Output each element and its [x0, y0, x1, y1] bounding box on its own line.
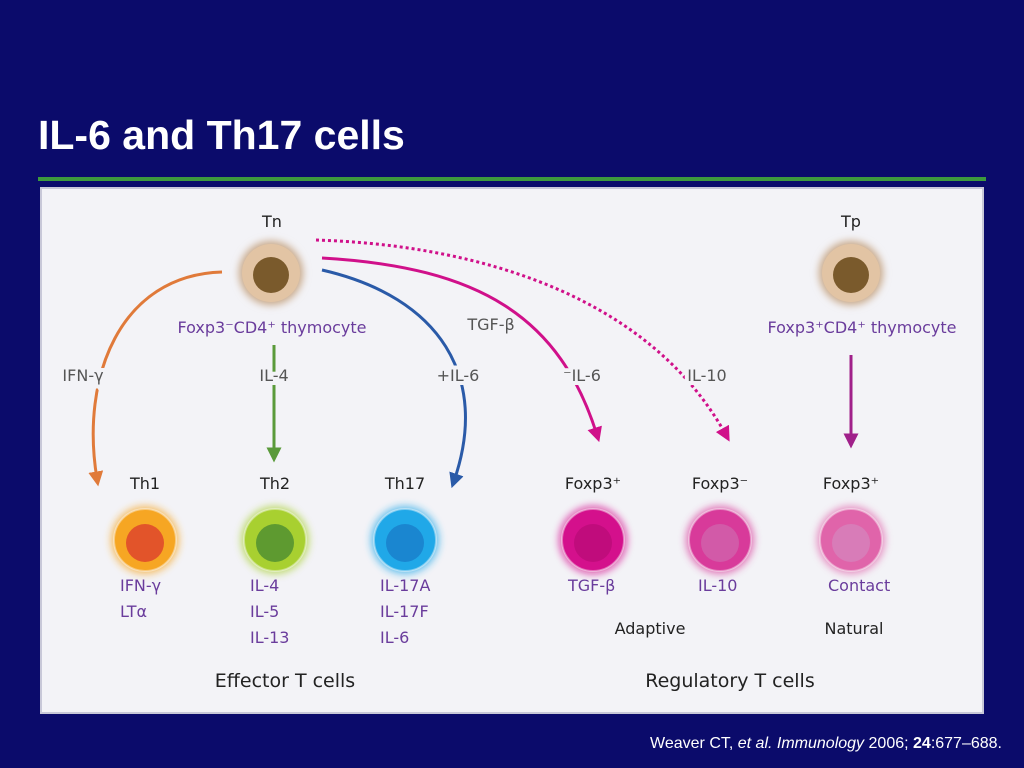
cell-label: Tp — [840, 212, 861, 231]
signal-label: ⁻IL-6 — [563, 366, 601, 385]
citation-pages: :677–688. — [930, 735, 1002, 752]
cell-product: Contact — [828, 576, 890, 595]
arrow — [321, 268, 467, 489]
cell-label: Foxp3⁺ — [565, 474, 621, 493]
cell-label: Tn — [261, 212, 282, 231]
citation: Weaver CT, et al. Immunology 2006; 24:67… — [650, 735, 1002, 753]
title-rule — [38, 177, 986, 181]
cell-label: Foxp3⁻ — [692, 474, 748, 493]
signal-label: +IL-6 — [437, 366, 480, 385]
cell-nucleus — [256, 524, 294, 562]
arrow — [315, 238, 730, 442]
cell-label: Th17 — [384, 474, 425, 493]
cell-nucleus — [832, 524, 870, 562]
cell-product: IL-6 — [380, 628, 409, 647]
signal-label: IFN-γ — [62, 366, 103, 385]
cell-nucleus — [833, 257, 869, 293]
citation-journal: Immunology — [776, 735, 865, 752]
cell-label: Th2 — [259, 474, 290, 493]
arrow — [321, 256, 602, 443]
cell-label: Th1 — [129, 474, 160, 493]
cell-product: IL-4 — [250, 576, 279, 595]
diagram: Tn Foxp3⁻CD4⁺ thymocyte Tp Foxp3⁺CD4⁺ th… — [40, 187, 984, 714]
cell-nucleus — [253, 257, 289, 293]
cell-row: Th1 IFN-γ LTα Th2 IL-4 IL-5 IL-13 Th17 IL-17A IL-… — [111, 474, 890, 647]
cell-nucleus — [386, 524, 424, 562]
signal-label: IL-10 — [687, 366, 726, 385]
cell-description: Foxp3⁺CD4⁺ thymocyte — [767, 318, 956, 337]
arrow — [88, 270, 223, 487]
cell-product: IL-10 — [698, 576, 737, 595]
signal-label: IL-4 — [259, 366, 288, 385]
cell-nucleus — [574, 524, 612, 562]
cell-nucleus — [126, 524, 164, 562]
group-label: Effector T cells — [215, 670, 355, 692]
cell-product: IL-17A — [380, 576, 430, 595]
subgroup-label: Natural — [824, 619, 883, 638]
signal-label: TGF-β — [466, 315, 514, 334]
citation-year: 2006; — [868, 735, 909, 752]
cell-nucleus — [701, 524, 739, 562]
citation-author: Weaver CT, — [650, 735, 734, 752]
cell-description: Foxp3⁻CD4⁺ thymocyte — [177, 318, 366, 337]
cell-product: TGF-β — [567, 576, 615, 595]
citation-volume: 24 — [913, 735, 931, 752]
cell-product: LTα — [120, 602, 147, 621]
subgroup-label: Adaptive — [615, 619, 686, 638]
cell-product: IL-13 — [250, 628, 289, 647]
group-label: Regulatory T cells — [645, 670, 814, 692]
cell-product: IL-5 — [250, 602, 279, 621]
cell-product: IL-17F — [380, 602, 429, 621]
citation-etal: et al. — [737, 735, 773, 752]
cell-product: IFN-γ — [120, 576, 161, 595]
cell-label: Foxp3⁺ — [823, 474, 879, 493]
slide-title: IL-6 and Th17 cells — [38, 112, 405, 158]
